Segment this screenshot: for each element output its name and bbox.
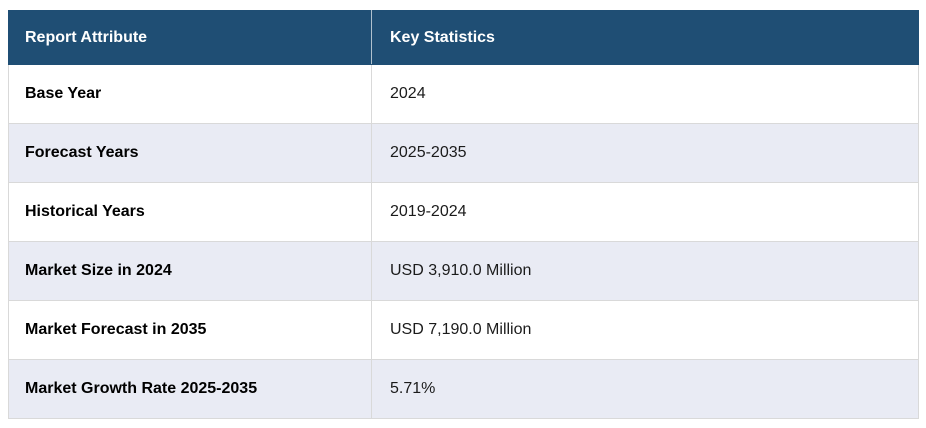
attribute-cell: Historical Years [8,182,372,242]
value-cell: 2024 [371,64,919,124]
attribute-cell: Base Year [8,64,372,124]
header-cell-report-attribute: Report Attribute [8,10,372,65]
table-row-base-year: Base Year 2024 [8,64,919,124]
table-row-historical-years: Historical Years 2019-2024 [8,182,919,242]
table-header-row: Report Attribute Key Statistics [8,10,919,65]
attribute-cell: Market Growth Rate 2025-2035 [8,359,372,419]
attribute-cell: Market Forecast in 2035 [8,300,372,360]
value-cell: 2025-2035 [371,123,919,183]
value-cell: USD 3,910.0 Million [371,241,919,301]
value-cell: 2019-2024 [371,182,919,242]
table-row-forecast-years: Forecast Years 2025-2035 [8,123,919,183]
attribute-cell: Forecast Years [8,123,372,183]
value-cell: 5.71% [371,359,919,419]
attribute-cell: Market Size in 2024 [8,241,372,301]
value-cell: USD 7,190.0 Million [371,300,919,360]
table-row-market-growth-rate: Market Growth Rate 2025-2035 5.71% [8,359,919,419]
report-summary-table: Report Attribute Key Statistics Base Yea… [8,10,919,419]
table-row-market-size-2024: Market Size in 2024 USD 3,910.0 Million [8,241,919,301]
header-cell-key-statistics: Key Statistics [371,10,919,65]
table-row-market-forecast-2035: Market Forecast in 2035 USD 7,190.0 Mill… [8,300,919,360]
